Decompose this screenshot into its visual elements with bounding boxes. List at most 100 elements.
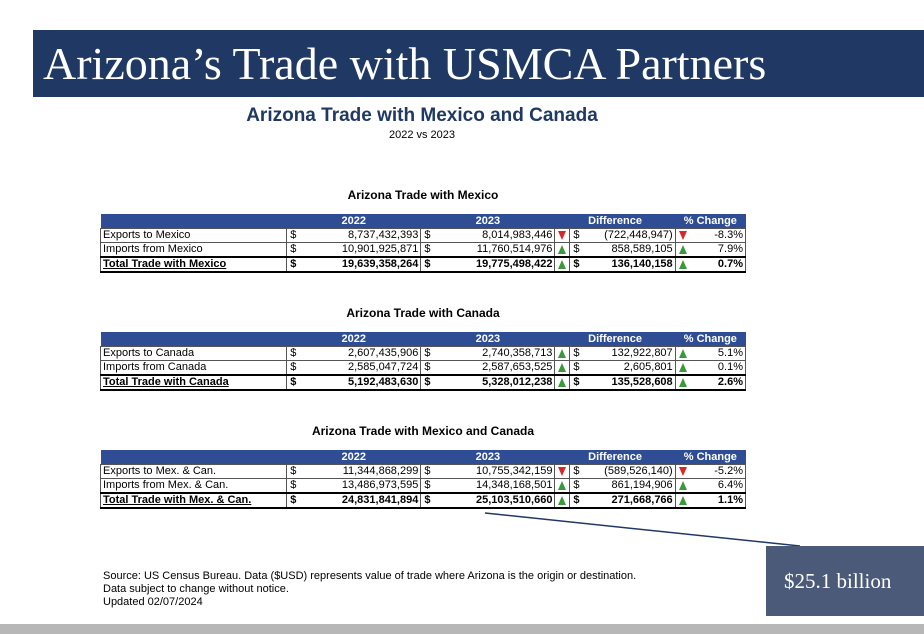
up-arrow-icon [558,259,567,269]
up-arrow-icon [558,480,567,490]
disclaimer-line: Data subject to change without notice. [103,583,289,595]
trend-arrow [554,228,570,243]
currency-sign: $ [286,256,302,273]
row-label: Exports to Mexico [99,228,288,243]
row-label: Total Trade with Canada [99,374,288,391]
value-2022: 5,192,483,630 [301,374,422,391]
header-percent-change: % Change [675,214,746,229]
difference-value: 132,922,807 [584,346,676,361]
percent-trend-arrow [674,374,691,391]
header-2022: 2022 [286,214,421,229]
trend-arrow [554,464,570,479]
updated-line: Updated 02/07/2024 [103,596,203,608]
document-subtitle: 2022 vs 2023 [388,129,456,141]
percent-trend-arrow [674,228,691,243]
table-row: Exports to Canada $2,607,435,906 $2,740,35… [99,346,747,361]
value-2023: 5,328,012,238 [435,374,556,391]
table-header-row: 2022 2023 Difference% Change [100,214,746,229]
currency-sign: $ [286,374,302,391]
total-row: Total Trade with Canada $5,192,483,630 $5,… [99,374,747,391]
currency-sign: $ [286,492,302,509]
difference-value: (722,448,947) [584,228,676,243]
header-blank [100,332,287,347]
currency-sign: $ [420,492,436,509]
percent-trend-arrow [674,492,691,509]
table-row: Imports from Mex. & Can. $13,486,973,595 $… [99,478,747,494]
up-arrow-icon [558,348,567,358]
source-note: Source: US Census Bureau. Data ($USD) re… [103,570,636,609]
mexico-trade-table: 2022 2023 Difference% Change Exports to Mex… [99,214,747,273]
difference-value: 136,140,158 [584,256,676,273]
header-percent-change: % Change [675,450,746,465]
down-arrow-icon [678,466,687,476]
value-2022: 2,607,435,906 [301,346,422,361]
currency-sign: $ [286,464,302,479]
trend-arrow [554,374,570,391]
table-row: Imports from Mexico $10,901,925,871 $11,76… [99,242,747,258]
currency-sign: $ [286,228,302,243]
currency-sign: $ [420,228,436,243]
table-header-row: 2022 2023 Difference% Change [100,450,746,465]
bottom-divider [0,624,924,634]
table-row: Imports from Canada $2,585,047,724 $2,587,… [99,360,747,376]
percent-trend-arrow [674,256,691,273]
row-label: Total Trade with Mexico [99,256,288,273]
up-arrow-icon [678,480,687,490]
percent-trend-arrow [674,464,691,479]
currency-sign: $ [286,346,302,361]
percent-trend-arrow [674,346,691,361]
banner-title: Arizona’s Trade with USMCA Partners [33,30,924,97]
currency-sign: $ [420,374,436,391]
up-arrow-icon [678,244,687,254]
percent-change-value: 0.7% [690,256,747,273]
value-2023: 25,103,510,660 [435,492,556,509]
header-difference: Difference [554,214,676,229]
value-2022: 8,737,432,393 [301,228,422,243]
up-arrow-icon [678,362,687,372]
mexico-section-title: Arizona Trade with Mexico [347,188,499,202]
value-2022: 24,831,841,894 [301,492,422,509]
value-2022: 11,344,868,299 [301,464,422,479]
value-2023: 10,755,342,159 [435,464,556,479]
currency-sign: $ [420,464,436,479]
header-difference: Difference [554,332,676,347]
header-difference: Difference [554,450,676,465]
percent-change-value: 2.6% [690,374,747,391]
header-2023: 2023 [420,450,555,465]
percent-change-value: -5.2% [690,464,747,479]
currency-sign: $ [569,228,585,243]
currency-sign: $ [569,492,585,509]
header-2022: 2022 [286,332,421,347]
trend-arrow [554,492,570,509]
header-blank [100,214,287,229]
source-line: Source: US Census Bureau. Data ($USD) re… [103,570,637,582]
header-2023: 2023 [420,332,555,347]
table-row: Exports to Mex. & Can. $11,344,868,299 $10… [99,464,747,479]
total-trade-callout: $25.1 billion [766,546,924,616]
combined-trade-table: 2022 2023 Difference% Change Exports to Mex… [99,450,747,509]
total-row: Total Trade with Mexico $19,639,358,264 $1… [99,256,747,273]
canada-trade-table: 2022 2023 Difference% Change Exports to Can… [99,332,747,391]
percent-change-value: -8.3% [690,228,747,243]
currency-sign: $ [569,256,585,273]
difference-value: 271,668,766 [584,492,676,509]
up-arrow-icon [678,377,687,387]
up-arrow-icon [558,377,567,387]
header-2023: 2023 [420,214,555,229]
difference-value: 135,528,608 [584,374,676,391]
document-title: Arizona Trade with Mexico and Canada [246,105,598,126]
up-arrow-icon [558,244,567,254]
currency-sign: $ [420,346,436,361]
up-arrow-icon [558,362,567,372]
table-header-row: 2022 2023 Difference% Change [100,332,746,347]
currency-sign: $ [569,346,585,361]
currency-sign: $ [569,464,585,479]
percent-change-value: 5.1% [690,346,747,361]
header-percent-change: % Change [675,332,746,347]
up-arrow-icon [558,495,567,505]
value-2022: 19,639,358,264 [301,256,422,273]
down-arrow-icon [678,230,687,240]
difference-value: (589,526,140) [584,464,676,479]
up-arrow-icon [678,495,687,505]
header-2022: 2022 [286,450,421,465]
